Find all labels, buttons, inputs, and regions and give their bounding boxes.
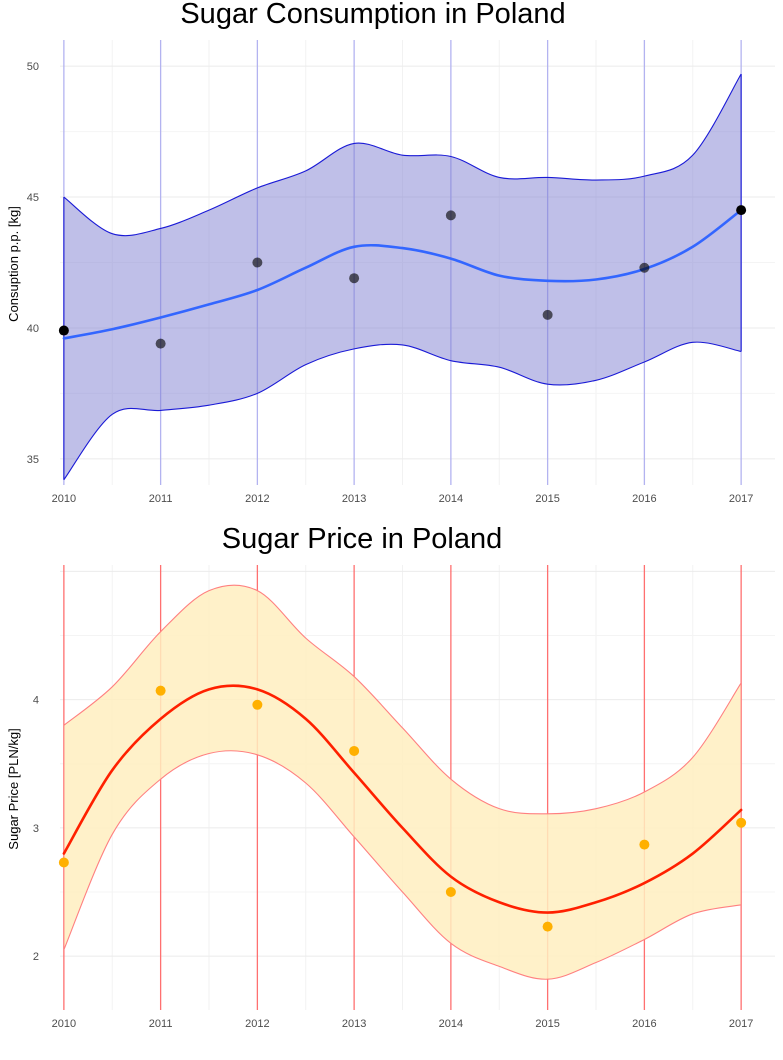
price-chart-title: Sugar Price in Poland: [222, 523, 503, 555]
consumption-chart: Sugar Consumption in Poland Consuption p…: [6, 0, 775, 505]
price-x-tick-label: 2016: [632, 1018, 656, 1030]
price-smooth-line: [62, 684, 743, 914]
consumption-x-tick-label: 2017: [729, 493, 753, 505]
price-x-tick-label: 2010: [52, 1018, 76, 1030]
price-y-tick-label: 2: [33, 951, 39, 963]
price-data-point: [736, 817, 747, 828]
price-x-tick-label: 2017: [729, 1018, 753, 1030]
price-y-axis-label: Sugar Price [PLN/kg]: [6, 728, 21, 849]
price-x-tick-label: 2014: [439, 1018, 463, 1030]
price-data-point: [155, 685, 166, 696]
price-x-tick-label: 2013: [342, 1018, 366, 1030]
consumption-chart-title: Sugar Consumption in Poland: [180, 0, 565, 30]
price-data-point: [252, 699, 263, 710]
consumption-smooth-line: [62, 208, 743, 340]
price-x-tick-label: 2012: [245, 1018, 269, 1030]
price-data-point: [349, 745, 360, 756]
consumption-data-point: [736, 205, 747, 216]
price-band-upper-edge: [63, 584, 742, 815]
consumption-data-point: [445, 210, 456, 221]
consumption-data-point: [155, 338, 166, 349]
consumption-data-point: [639, 262, 650, 273]
price-x-tick-label: 2015: [535, 1018, 559, 1030]
price-band-lower-edge: [63, 750, 742, 980]
price-y-tick-label: 4: [33, 695, 39, 707]
consumption-x-tick-label: 2016: [632, 493, 656, 505]
price-confidence-band: [63, 585, 742, 980]
price-chart: Sugar Price in Poland Sugar Price [PLN/k…: [6, 523, 775, 1030]
consumption-data-point: [58, 325, 69, 336]
consumption-x-tick-label: 2013: [342, 493, 366, 505]
consumption-x-tick-label: 2014: [439, 493, 463, 505]
price-y-tick-label: 3: [33, 823, 39, 835]
consumption-x-tick-label: 2015: [535, 493, 559, 505]
consumption-y-tick-label: 40: [27, 323, 39, 335]
consumption-band-lower-edge: [63, 341, 742, 481]
consumption-confidence-band: [63, 74, 742, 480]
consumption-y-tick-label: 45: [27, 192, 39, 204]
consumption-data-point: [349, 273, 360, 284]
price-data-point: [639, 839, 650, 850]
price-data-point: [542, 921, 553, 932]
consumption-y-tick-label: 50: [27, 61, 39, 73]
price-data-point: [445, 887, 456, 898]
consumption-x-tick-label: 2011: [149, 493, 173, 505]
consumption-band-upper-edge: [63, 73, 742, 237]
consumption-x-tick-label: 2010: [52, 493, 76, 505]
price-x-tick-label: 2011: [149, 1018, 173, 1030]
consumption-x-tick-label: 2012: [245, 493, 269, 505]
consumption-data-point: [252, 257, 263, 268]
consumption-data-point: [542, 309, 553, 320]
consumption-y-axis-label: Consuption p.p. [kg]: [6, 206, 21, 322]
consumption-y-tick-label: 35: [27, 454, 39, 466]
price-data-point: [58, 857, 69, 868]
